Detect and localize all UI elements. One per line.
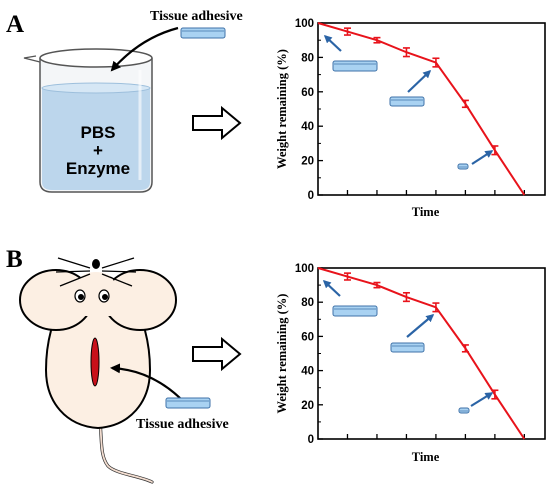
blue-pointer-arrow bbox=[470, 392, 494, 407]
adhesive-disc-icon bbox=[457, 163, 469, 170]
y-tick-label: 20 bbox=[301, 156, 314, 168]
y-tick-label: 40 bbox=[301, 121, 314, 133]
panel-b-adhesive-disc-icon bbox=[165, 397, 211, 409]
beaker-icon bbox=[23, 48, 153, 193]
panel-a-tissue-label: Tissue adhesive bbox=[150, 9, 243, 24]
error-bar bbox=[343, 272, 351, 281]
error-bar bbox=[432, 57, 440, 68]
panel-a-right-arrow-icon bbox=[192, 105, 242, 141]
adhesive-disc-icon bbox=[332, 305, 378, 317]
y-axis-title: Weight remaining (%) bbox=[275, 294, 289, 414]
adhesive-disc-icon bbox=[390, 342, 425, 353]
panel-b-curved-arrow bbox=[110, 363, 181, 399]
disc-body bbox=[458, 407, 470, 414]
beaker-text-line-1: PBS bbox=[81, 123, 116, 142]
blue-pointer-arrow bbox=[406, 314, 435, 338]
beaker-text-line-2: + bbox=[93, 141, 103, 160]
y-tick-label: 0 bbox=[308, 190, 314, 202]
blue-pointer-arrow bbox=[407, 69, 432, 93]
chart-b: 0 20 40 60 80 100 Time Weight remaining (%) bbox=[275, 263, 546, 464]
y-tick-label: 80 bbox=[301, 297, 314, 309]
disc-body bbox=[389, 96, 425, 107]
plot-frame bbox=[317, 267, 546, 440]
panel-a: A Tissue adhesive PBS + Enzyme bbox=[6, 9, 243, 193]
series-line bbox=[317, 22, 526, 196]
y-tick-label: 60 bbox=[301, 331, 314, 343]
beaker-text-line-3: Enzyme bbox=[66, 159, 130, 178]
error-bar bbox=[402, 291, 410, 303]
panel-a-adhesive-disc-icon bbox=[180, 27, 226, 39]
series-line bbox=[317, 267, 526, 440]
x-axis-title: Time bbox=[412, 205, 440, 219]
panel-a-letter: A bbox=[6, 11, 24, 38]
error-bar bbox=[432, 302, 440, 313]
y-axis-title: Weight remaining (%) bbox=[275, 49, 289, 169]
disc-body bbox=[332, 60, 378, 72]
y-tick-label: 80 bbox=[301, 52, 314, 64]
disc-body bbox=[457, 163, 469, 170]
error-bar bbox=[461, 344, 469, 353]
error-bar bbox=[461, 99, 469, 109]
y-tick-label: 0 bbox=[308, 434, 314, 446]
blue-pointer-arrow bbox=[323, 34, 342, 52]
error-bar bbox=[343, 27, 351, 36]
panel-b-letter: B bbox=[6, 246, 23, 273]
incision-icon bbox=[90, 337, 100, 387]
panel-b: B bbox=[6, 246, 242, 484]
x-axis-title: Time bbox=[412, 450, 440, 464]
adhesive-disc-icon bbox=[332, 60, 378, 72]
y-tick-label: 20 bbox=[301, 400, 314, 412]
blue-pointer-arrow bbox=[471, 150, 494, 165]
error-bar bbox=[402, 47, 410, 58]
panel-b-right-arrow-icon bbox=[192, 336, 242, 372]
y-tick-label: 100 bbox=[295, 263, 314, 275]
adhesive-disc-icon bbox=[458, 407, 470, 414]
error-bar bbox=[373, 281, 381, 289]
adhesive-disc-icon bbox=[389, 96, 425, 107]
y-tick-label: 40 bbox=[301, 366, 314, 378]
disc-body bbox=[332, 305, 378, 317]
y-tick-label: 100 bbox=[295, 18, 314, 30]
disc-body bbox=[390, 342, 425, 353]
blue-pointer-arrow bbox=[322, 279, 341, 297]
error-bar bbox=[373, 36, 381, 44]
plot-frame bbox=[317, 22, 546, 196]
chart-a: 0 20 40 60 80 100 Time Weight remaining (%) bbox=[275, 18, 546, 219]
y-tick-label: 60 bbox=[301, 87, 314, 99]
panel-a-curved-arrow bbox=[110, 26, 179, 72]
panel-b-tissue-label: Tissue adhesive bbox=[136, 417, 229, 432]
